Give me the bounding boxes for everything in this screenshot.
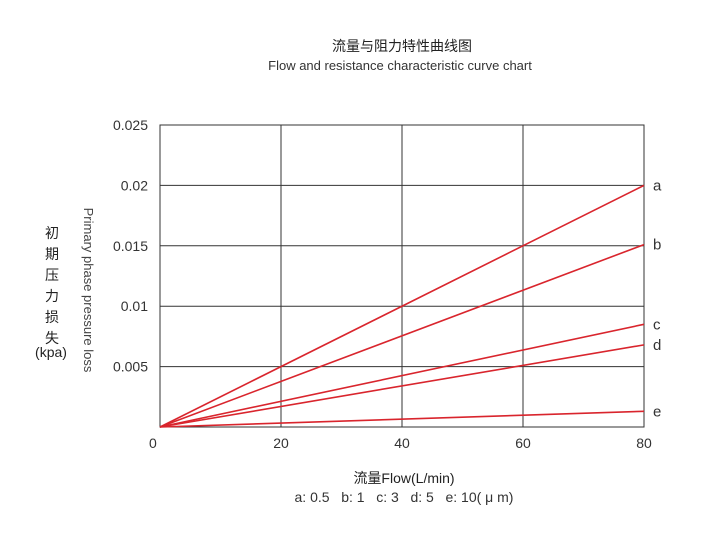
chart-subtitle: Flow and resistance characteristic curve… [268, 58, 532, 73]
y-tick-label: 0.005 [113, 359, 148, 375]
series-label-c: c [653, 316, 661, 333]
y-tick-label: 0.025 [113, 117, 148, 133]
x-axis-tick-labels: 0 20 40 60 80 [149, 435, 652, 451]
series-label-b: b [653, 237, 661, 254]
y-axis-tick-labels: 0.005 0.01 0.015 0.02 0.025 [113, 117, 148, 375]
y-tick-label: 0.015 [113, 238, 148, 254]
plot-grid [159, 124, 645, 428]
y-tick-label: 0.02 [121, 177, 148, 193]
series-line-e [159, 410, 645, 428]
x-axis-label: 流量Flow(L/min) [353, 470, 454, 486]
x-tick-label: 0 [149, 435, 157, 451]
series-label-e: e [653, 403, 661, 420]
legend: a: 0.5 b: 1 c: 3 d: 5 e: 10( μ m) [295, 489, 514, 505]
series-line-c [159, 323, 645, 428]
x-tick-label: 60 [515, 435, 531, 451]
x-tick-label: 40 [394, 435, 410, 451]
y-tick-label: 0.01 [121, 298, 148, 314]
series-line-d [159, 344, 645, 428]
x-tick-label: 80 [636, 435, 652, 451]
series-label-a: a [653, 177, 662, 194]
y-axis-unit: (kpa) [35, 344, 67, 360]
series-label-d: d [653, 337, 661, 354]
y-axis-label-cn: 初期压力损失 [45, 225, 59, 346]
series-lines [159, 184, 645, 428]
x-tick-label: 20 [273, 435, 289, 451]
y-axis-label-en: Primary phase pressure loss [81, 208, 96, 373]
chart-title: 流量与阻力特性曲线图 [332, 38, 472, 54]
series-labels: a b cd e [653, 177, 662, 420]
series-line-b [159, 243, 645, 428]
series-line-a [159, 184, 645, 428]
